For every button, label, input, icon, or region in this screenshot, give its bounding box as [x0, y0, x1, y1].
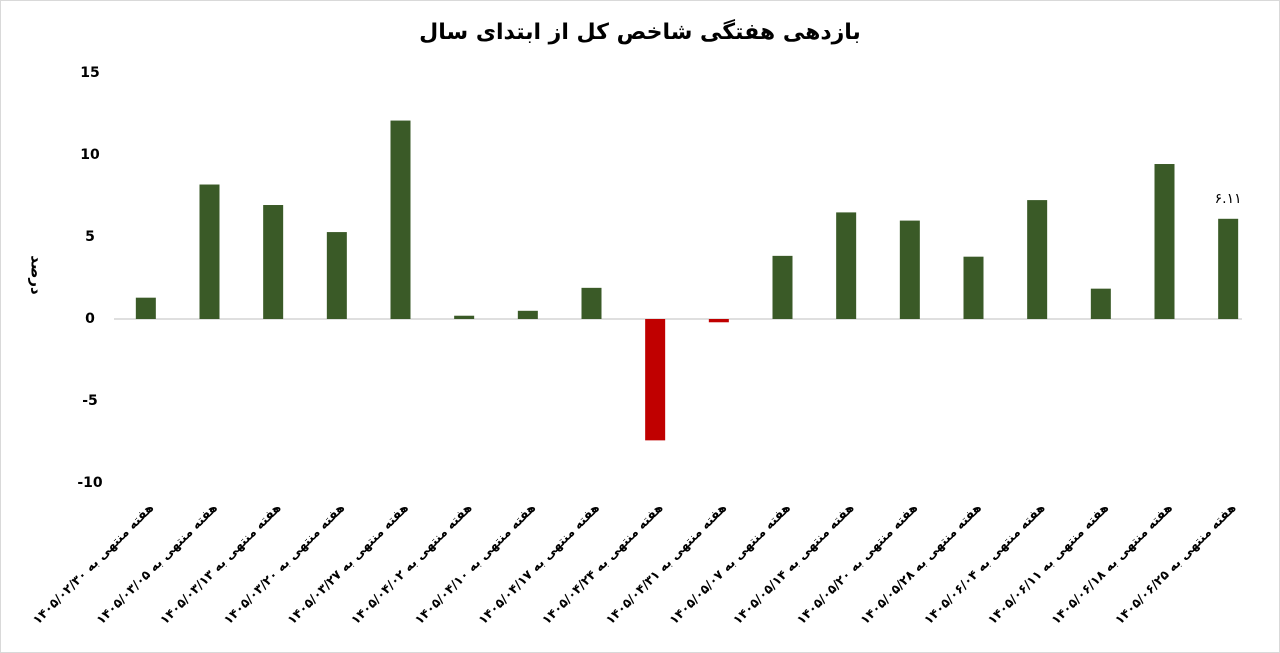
bar: [199, 184, 220, 319]
bar: [1027, 200, 1048, 319]
chart-title: بازدهی هفتگی شاخص کل از ابتدای سال: [419, 18, 861, 45]
bar: [390, 120, 411, 319]
bar: [899, 220, 920, 319]
y-axis-label: درصد: [28, 255, 46, 295]
bar: [836, 212, 857, 319]
bar: [135, 297, 156, 319]
y-tick-label: -10: [77, 475, 103, 491]
y-tick-label: 10: [80, 147, 100, 163]
y-tick-label: 15: [80, 65, 99, 81]
bar: [1218, 218, 1239, 319]
bar: [963, 256, 984, 319]
y-tick-label: 0: [85, 311, 95, 327]
bar: [1090, 288, 1111, 319]
y-tick-label: -5: [82, 393, 98, 409]
bar: [454, 315, 475, 319]
y-tick-label: 5: [85, 229, 95, 245]
data-label: ۶.۱۱: [1215, 191, 1242, 207]
bar: [581, 287, 602, 319]
bar: [263, 205, 284, 319]
bar: [517, 310, 538, 319]
bar: [645, 319, 666, 441]
bar: [708, 319, 729, 323]
bar: [772, 255, 793, 319]
bar: [1154, 164, 1175, 319]
bar: [326, 232, 347, 319]
